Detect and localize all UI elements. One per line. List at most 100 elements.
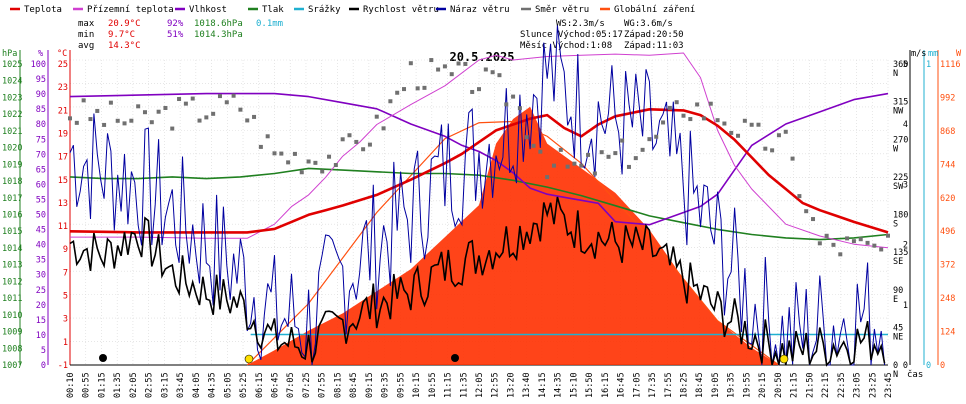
wind-direction-point <box>286 160 291 165</box>
axis-unit-rain: mm <box>928 49 938 59</box>
humidity-tick: 50 <box>36 211 46 221</box>
humidity-tick: 40 <box>36 241 46 251</box>
wind-direction-point <box>190 96 195 101</box>
max-temp: 20.9°C <box>108 19 141 29</box>
axis-unit-hPa: hPa <box>2 49 17 59</box>
wind-direction-point <box>129 118 134 123</box>
x-tick-label: 06:15 <box>255 372 265 398</box>
humidity-tick: 60 <box>36 180 46 190</box>
legend-label-4: Srážky <box>308 5 341 15</box>
x-tick-label: 18:45 <box>695 372 705 398</box>
x-tick-label: 08:15 <box>333 372 343 398</box>
x-tick-label: 11:15 <box>444 372 454 398</box>
x-tick-label: 00:10 <box>66 372 76 398</box>
wind-direction-point <box>395 90 400 95</box>
pressure-tick: 1021 <box>2 127 22 137</box>
radiation-tick: 868 <box>940 127 955 137</box>
temp-tick: -1 <box>58 361 68 371</box>
x-tick-label: 12:55 <box>491 372 501 398</box>
wind-tick: 4 <box>903 120 908 130</box>
temp-tick: 17 <box>58 153 68 163</box>
pressure-tick: 1009 <box>2 328 22 338</box>
temp-tick: 19 <box>58 129 68 139</box>
wind-direction-point <box>763 146 768 151</box>
direction-tick: 315 <box>893 98 908 108</box>
direction-tick: 225 <box>893 173 908 183</box>
moonset-marker <box>451 354 459 362</box>
wind-direction-point <box>163 105 168 110</box>
wind-direction-point <box>722 121 727 126</box>
wind-direction-point <box>88 117 93 122</box>
legend: Teplota Přízemní teplota Vlhkost Tlak Srážky… <box>10 5 695 15</box>
x-tick-label: 07:55 <box>318 372 328 398</box>
wind-direction-point <box>306 159 311 164</box>
wind-direction-point <box>797 194 802 199</box>
wind-direction-point <box>402 87 407 92</box>
wind-direction-point <box>156 109 161 114</box>
x-tick-label: 17:35 <box>648 372 658 398</box>
x-tick-label: 15:50 <box>585 372 595 398</box>
legend-label-2: Vlhkost <box>189 5 227 15</box>
wind-direction-point <box>545 175 550 180</box>
wind-direction-point <box>477 87 481 92</box>
wind-direction-point <box>626 164 631 169</box>
wind-direction-point <box>436 67 441 72</box>
wind-direction-point <box>681 113 686 118</box>
wind-direction-point <box>811 217 816 222</box>
x-tick-label: 09:15 <box>365 372 375 398</box>
wind-direction-point <box>511 94 516 99</box>
x-tick-label: 10:15 <box>412 372 422 398</box>
wind-direction-point <box>661 120 666 125</box>
wind-direction-point <box>252 114 257 119</box>
series-teplota <box>69 108 889 234</box>
wind-direction-point <box>865 240 870 245</box>
pressure-tick: 1019 <box>2 160 22 170</box>
wind-direction-point <box>333 163 338 168</box>
direction-tick: 0 <box>893 361 898 371</box>
legend-label-1: Přízemní teplota <box>87 5 174 15</box>
wind-direction-point <box>422 85 427 90</box>
x-tick-label: 14:35 <box>554 372 564 398</box>
pressure-tick: 1018 <box>2 177 22 187</box>
wind-direction-point <box>804 209 809 214</box>
pressure-tick: 1024 <box>2 77 22 87</box>
humidity-tick: 25 <box>36 286 46 296</box>
wind-direction-point <box>381 126 386 131</box>
temp-tick: 25 <box>58 60 68 70</box>
moonrise-marker <box>99 354 107 362</box>
x-tick-label: 07:25 <box>302 372 312 398</box>
wind-direction-point <box>742 118 747 123</box>
pressure-tick: 1014 <box>2 244 22 254</box>
x-tick-label: 20:15 <box>758 372 768 398</box>
humidity-tick: 10 <box>36 331 46 341</box>
direction-tick: 360 <box>893 60 908 70</box>
x-tick-label: 22:35 <box>837 372 847 398</box>
pressure-tick: 1025 <box>2 60 22 70</box>
direction-name: NW <box>893 107 904 117</box>
x-tick-label: 01:15 <box>97 372 107 398</box>
series-naraz-vetru <box>69 25 886 366</box>
legend-label-8: Globální záření <box>614 5 695 15</box>
radiation-tick: 496 <box>940 227 955 237</box>
min-press: 1014.3hPa <box>194 30 243 40</box>
wind-direction-point <box>701 116 706 121</box>
pressure-tick: 1017 <box>2 194 22 204</box>
wind-direction-point <box>361 147 366 152</box>
x-tick-label: 15:10 <box>569 372 579 398</box>
direction-name: SW <box>893 182 904 192</box>
wind-direction-point <box>620 138 625 143</box>
humidity-tick: 35 <box>36 256 46 266</box>
wind-direction-point <box>149 120 154 125</box>
wind-direction-point <box>572 161 577 166</box>
x-tick-label: 08:45 <box>349 372 359 398</box>
wind-direction-point <box>531 143 536 148</box>
x-tick-label: 21:15 <box>790 372 800 398</box>
radiation-tick: 992 <box>940 93 955 103</box>
series-globalni-zareni <box>247 106 779 365</box>
min-hum: 51% <box>167 30 184 40</box>
x-tick-label: 12:05 <box>475 372 485 398</box>
temp-tick: 9 <box>63 245 68 255</box>
wind-direction-point <box>354 139 359 144</box>
x-axis-label: čas <box>907 369 923 380</box>
wind-direction-point <box>817 241 822 246</box>
